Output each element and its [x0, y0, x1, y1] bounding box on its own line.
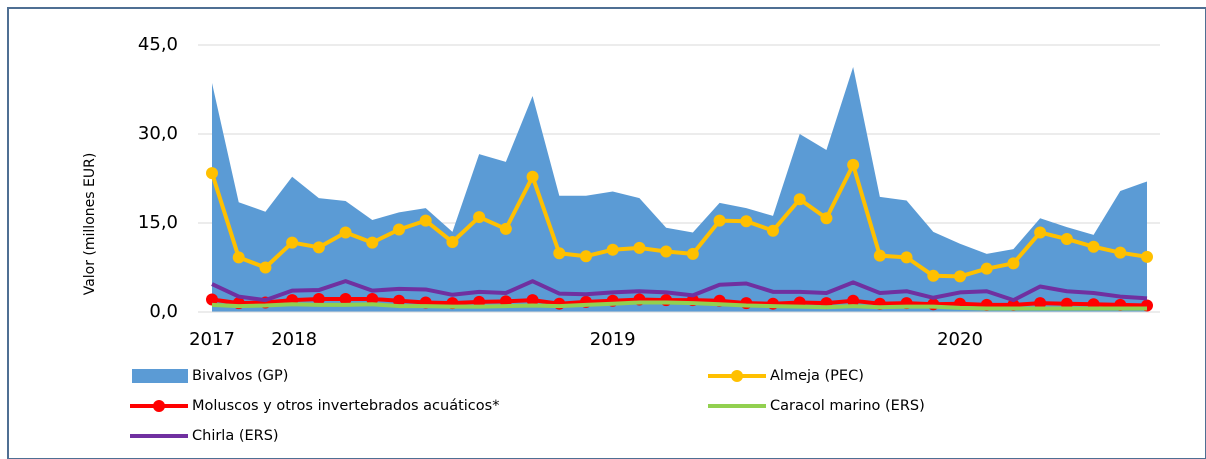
marker — [660, 245, 673, 258]
x-tick-label: 2017 — [189, 329, 235, 350]
marker — [526, 294, 539, 307]
legend-marker — [731, 370, 743, 382]
marker — [927, 269, 940, 282]
marker — [1060, 233, 1073, 246]
marker — [900, 251, 913, 264]
marker — [580, 250, 592, 263]
marker — [1007, 257, 1020, 270]
marker — [1034, 226, 1047, 239]
marker — [232, 251, 245, 264]
marker — [954, 270, 966, 283]
marker — [767, 224, 779, 237]
marker — [793, 193, 806, 206]
legend-swatch — [132, 369, 188, 383]
marker — [820, 212, 833, 225]
legend-label: Bivalvos (GP) — [192, 368, 288, 384]
marker — [366, 292, 379, 305]
marker — [1087, 240, 1100, 253]
line — [211, 279, 1148, 303]
marker — [393, 294, 405, 307]
marker — [499, 222, 512, 235]
y-tick-label: 0,0 — [149, 301, 178, 322]
y-tick-label: 15,0 — [138, 212, 178, 233]
marker — [686, 247, 699, 260]
marker — [740, 215, 753, 228]
marker — [312, 241, 325, 254]
marker — [339, 292, 352, 305]
y-tick-label: 30,0 — [138, 123, 178, 144]
legend-label: Caracol marino (ERS) — [770, 398, 925, 414]
y-axis-label: Valor (millones EUR) — [82, 153, 98, 296]
marker — [1141, 250, 1153, 263]
marker — [873, 249, 886, 262]
line — [211, 300, 1147, 311]
marker — [446, 235, 459, 248]
legend-label: Chirla (ERS) — [192, 428, 279, 444]
marker — [393, 223, 405, 236]
marker — [633, 241, 646, 254]
marker — [419, 214, 432, 227]
marker — [1034, 297, 1047, 310]
marker — [847, 158, 860, 171]
marker — [259, 261, 272, 274]
marker — [206, 293, 218, 306]
marker — [206, 167, 218, 180]
x-tick-label: 2018 — [271, 329, 317, 350]
legend-label: Moluscos y otros invertebrados acuáticos… — [192, 398, 499, 414]
area — [212, 66, 1147, 312]
marker — [980, 262, 993, 275]
marker — [847, 294, 860, 307]
marker — [312, 292, 325, 305]
y-tick-label: 45,0 — [138, 34, 178, 55]
legend-label: Almeja (PEC) — [770, 368, 864, 384]
marker — [473, 211, 486, 224]
marker — [1114, 246, 1127, 259]
marker — [526, 170, 539, 183]
x-tick-label: 2020 — [937, 329, 983, 350]
marker — [286, 236, 299, 249]
marker — [713, 214, 726, 227]
x-tick-label: 2019 — [590, 329, 636, 350]
marker — [553, 247, 566, 260]
marker — [606, 243, 619, 256]
marker — [366, 236, 379, 249]
legend-marker — [153, 400, 165, 412]
marker — [339, 226, 352, 239]
